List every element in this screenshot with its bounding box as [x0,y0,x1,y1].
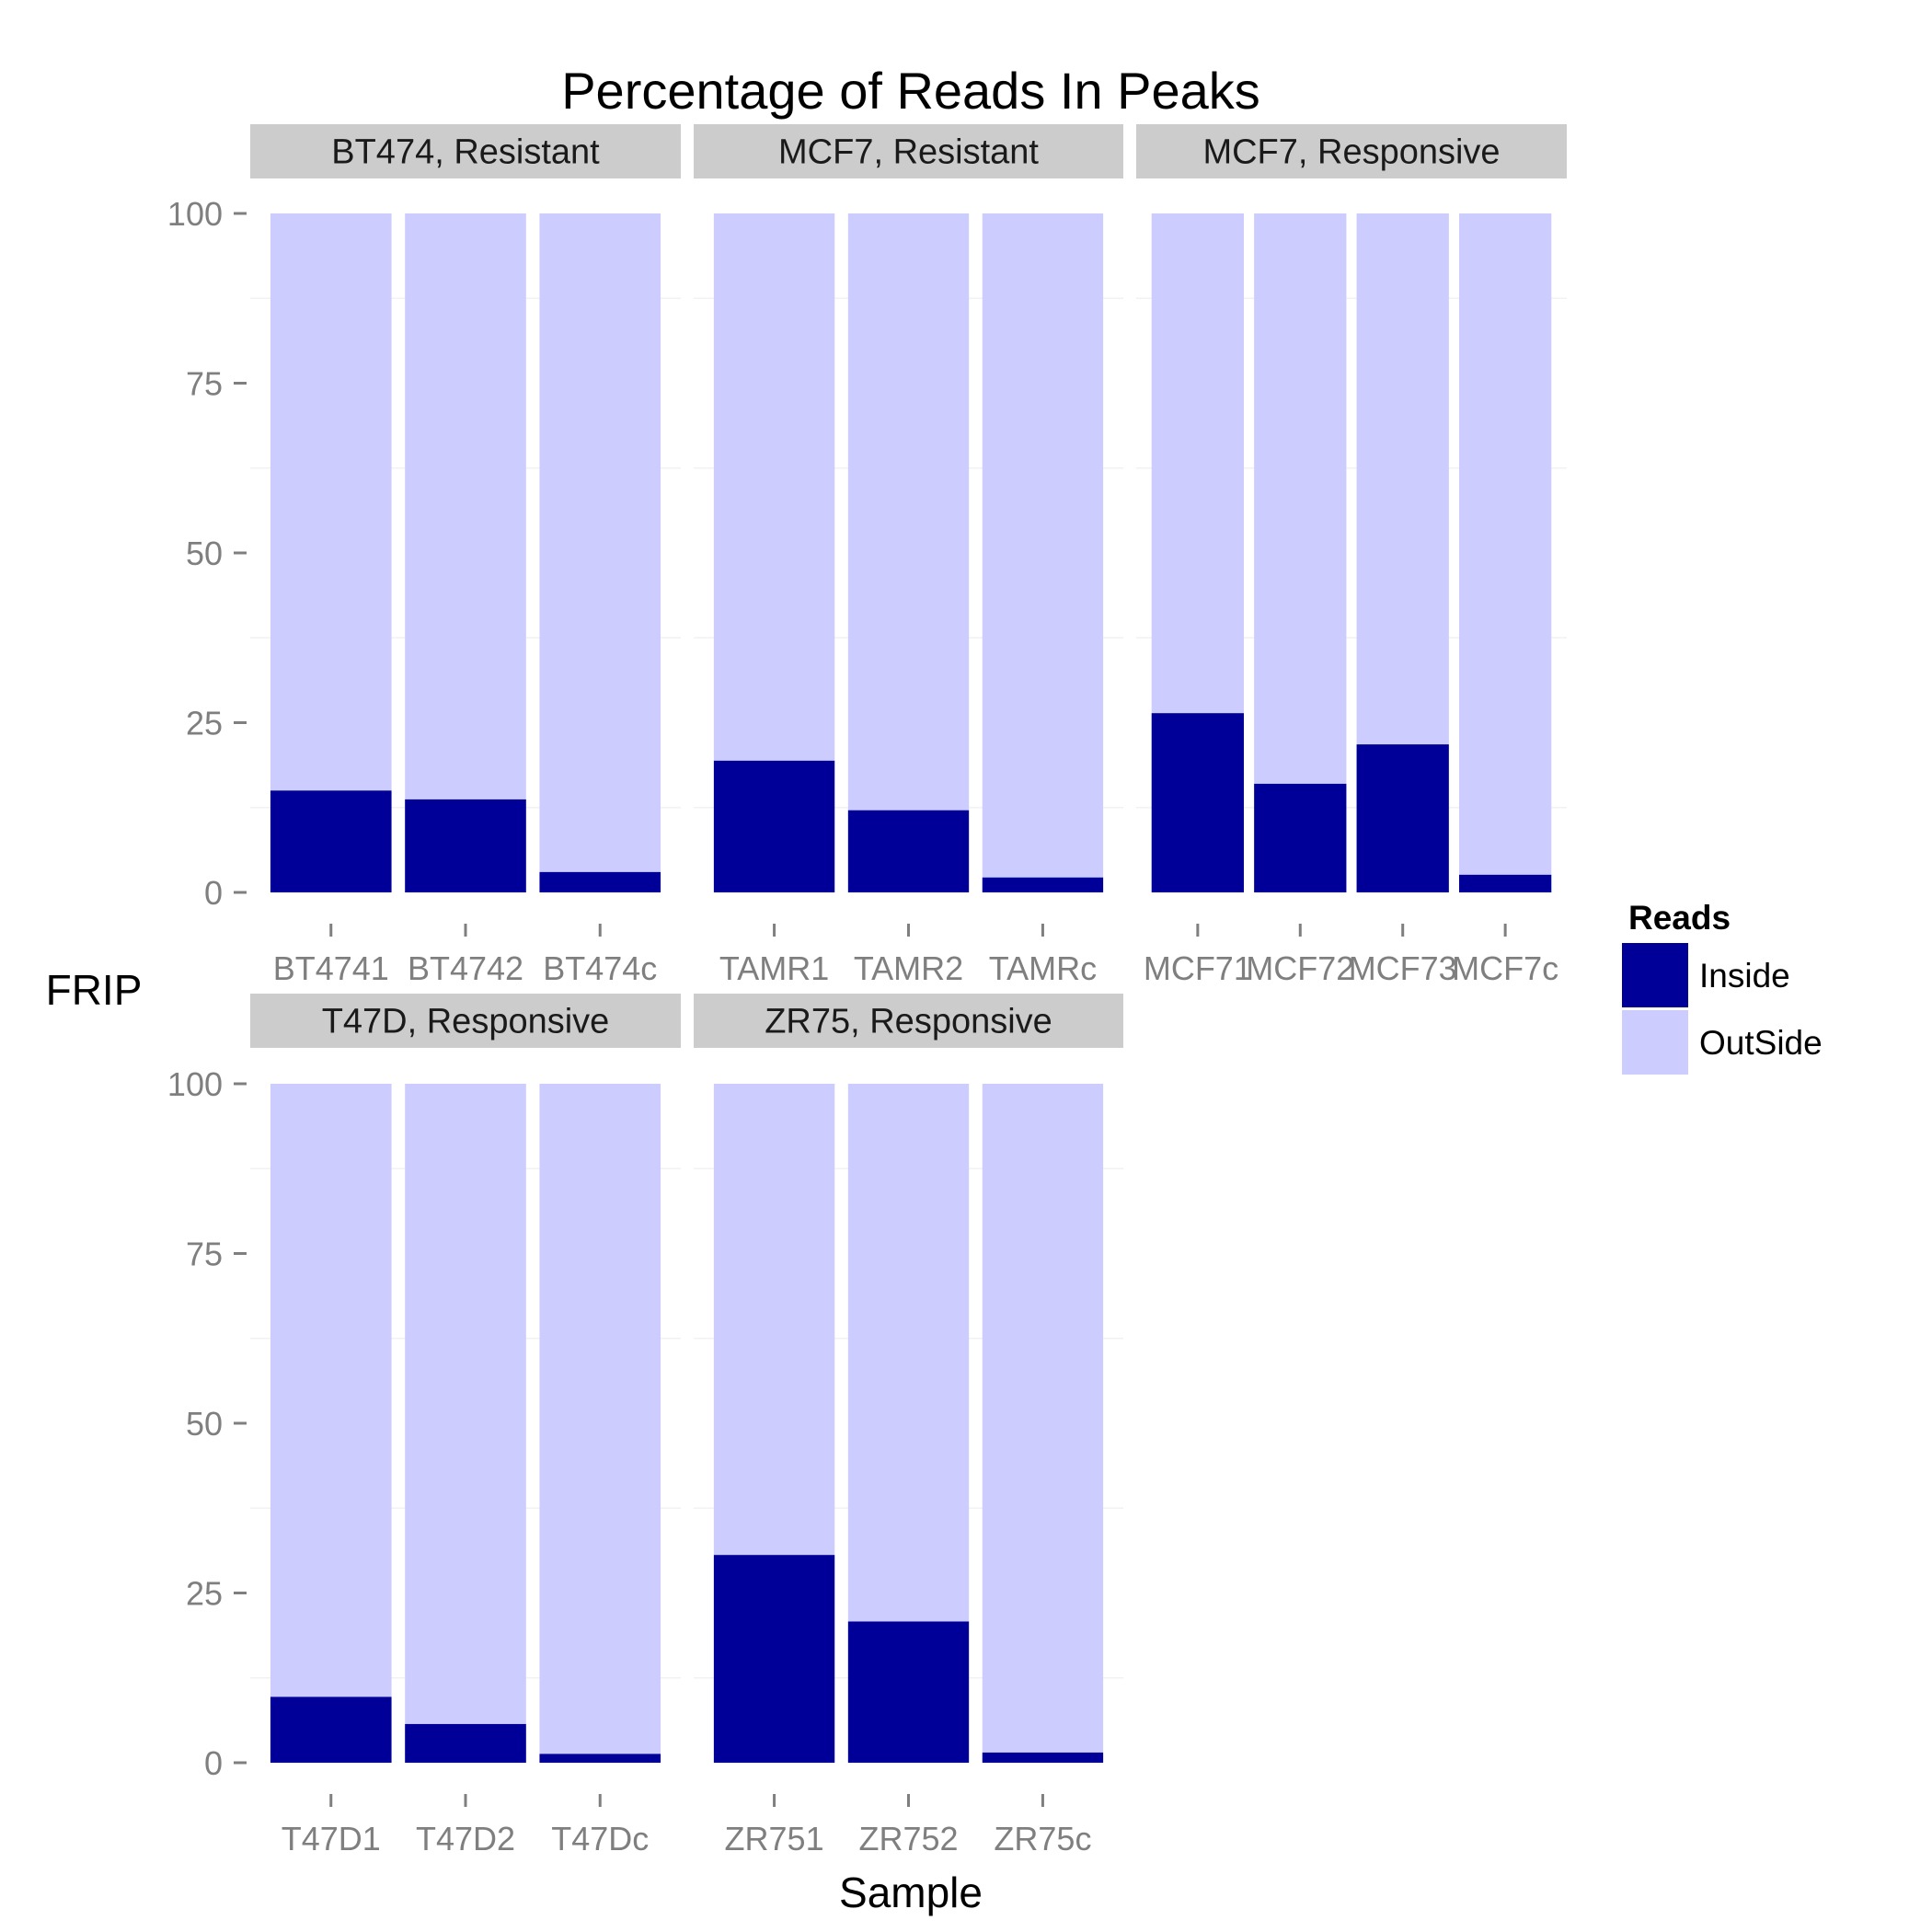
legend-label: Inside [1699,957,1790,995]
bar-inside [539,1754,661,1763]
bar-outside [847,1084,970,1622]
facet-strip-label: MCF7, Resistant [778,133,1039,172]
bar-outside [1151,213,1244,714]
x-tick-label: ZR752 [858,1820,958,1857]
bar-outside [1459,213,1552,875]
x-tick-label: BT4742 [408,949,523,987]
bar-outside [982,1084,1104,1753]
y-tick-label: 100 [167,195,223,233]
x-tick-label: T47D2 [416,1820,515,1857]
x-tick-label: T47D1 [282,1820,381,1857]
facet-strip [694,994,1123,1048]
y-tick-label: 50 [186,535,223,572]
bar-outside [1254,213,1347,784]
bar-inside [713,1555,835,1763]
facet-strip-label: BT474, Resistant [331,133,600,172]
bar-inside [1254,783,1347,892]
bar-outside [847,213,970,811]
bar-inside [405,1723,526,1763]
x-tick-label: MCF73 [1349,949,1457,987]
x-tick-label: ZR751 [725,1820,824,1857]
y-axis-title: FRIP [46,966,143,1014]
facet-strip-label: MCF7, Responsive [1202,133,1500,172]
legend-title: Reads [1628,899,1731,937]
y-tick-label: 0 [204,874,223,912]
y-tick-label: 75 [186,365,223,403]
facet-strip-label: ZR75, Responsive [765,1003,1052,1041]
x-tick-label: ZR75c [994,1820,1091,1857]
x-axis-title: Sample [839,1869,983,1916]
x-tick-label: TAMR2 [854,949,963,987]
legend: Reads Inside OutSide [1622,899,1823,1075]
legend-key-inside [1622,943,1688,1007]
bar-inside [270,1696,392,1763]
y-tick-label: 25 [186,705,223,742]
bar-inside [982,877,1104,892]
bar-inside [1356,744,1449,892]
x-tick-label: MCF71 [1144,949,1252,987]
bar-outside [713,1084,835,1556]
facets-layer: BT474, Resistant BT4741 BT4742 BT474c 0 25 50 7… [167,124,1567,1857]
legend-key-outside [1622,1010,1688,1075]
x-tick-label: TAMRc [989,949,1097,987]
bar-inside [713,760,835,892]
bar-outside [982,213,1104,878]
bar-outside [270,1084,392,1697]
bar-inside [1151,713,1244,892]
bar-inside [1459,874,1552,892]
facet-strip [250,994,681,1048]
bar-inside [847,1621,970,1763]
bar-outside [539,213,661,872]
x-tick-label: MCF72 [1246,949,1354,987]
bar-inside [847,810,970,892]
legend-label: OutSide [1699,1024,1823,1062]
x-tick-label: T47Dc [551,1820,649,1857]
bar-inside [270,790,392,892]
facet-strip [250,124,681,178]
bar-outside [270,213,392,791]
facet-strip-label: T47D, Responsive [322,1003,610,1041]
y-tick-label: 50 [186,1405,223,1443]
bar-outside [405,1084,526,1724]
bar-outside [713,213,835,761]
y-tick-label: 75 [186,1236,223,1273]
chart-title: Percentage of Reads In Peaks [561,62,1260,120]
bar-inside [539,871,661,892]
x-tick-label: MCF7c [1452,949,1558,987]
bar-inside [982,1752,1104,1763]
facet-strip [1136,124,1567,178]
bar-inside [405,799,526,892]
x-tick-label: TAMR1 [719,949,829,987]
bar-outside [539,1084,661,1754]
facet-strip [694,124,1123,178]
x-tick-label: BT4741 [273,949,389,987]
y-tick-label: 0 [204,1744,223,1782]
y-tick-label: 25 [186,1575,223,1613]
bar-outside [1356,213,1449,745]
x-tick-label: BT474c [543,949,657,987]
bar-outside [405,213,526,799]
y-tick-label: 100 [167,1065,223,1103]
